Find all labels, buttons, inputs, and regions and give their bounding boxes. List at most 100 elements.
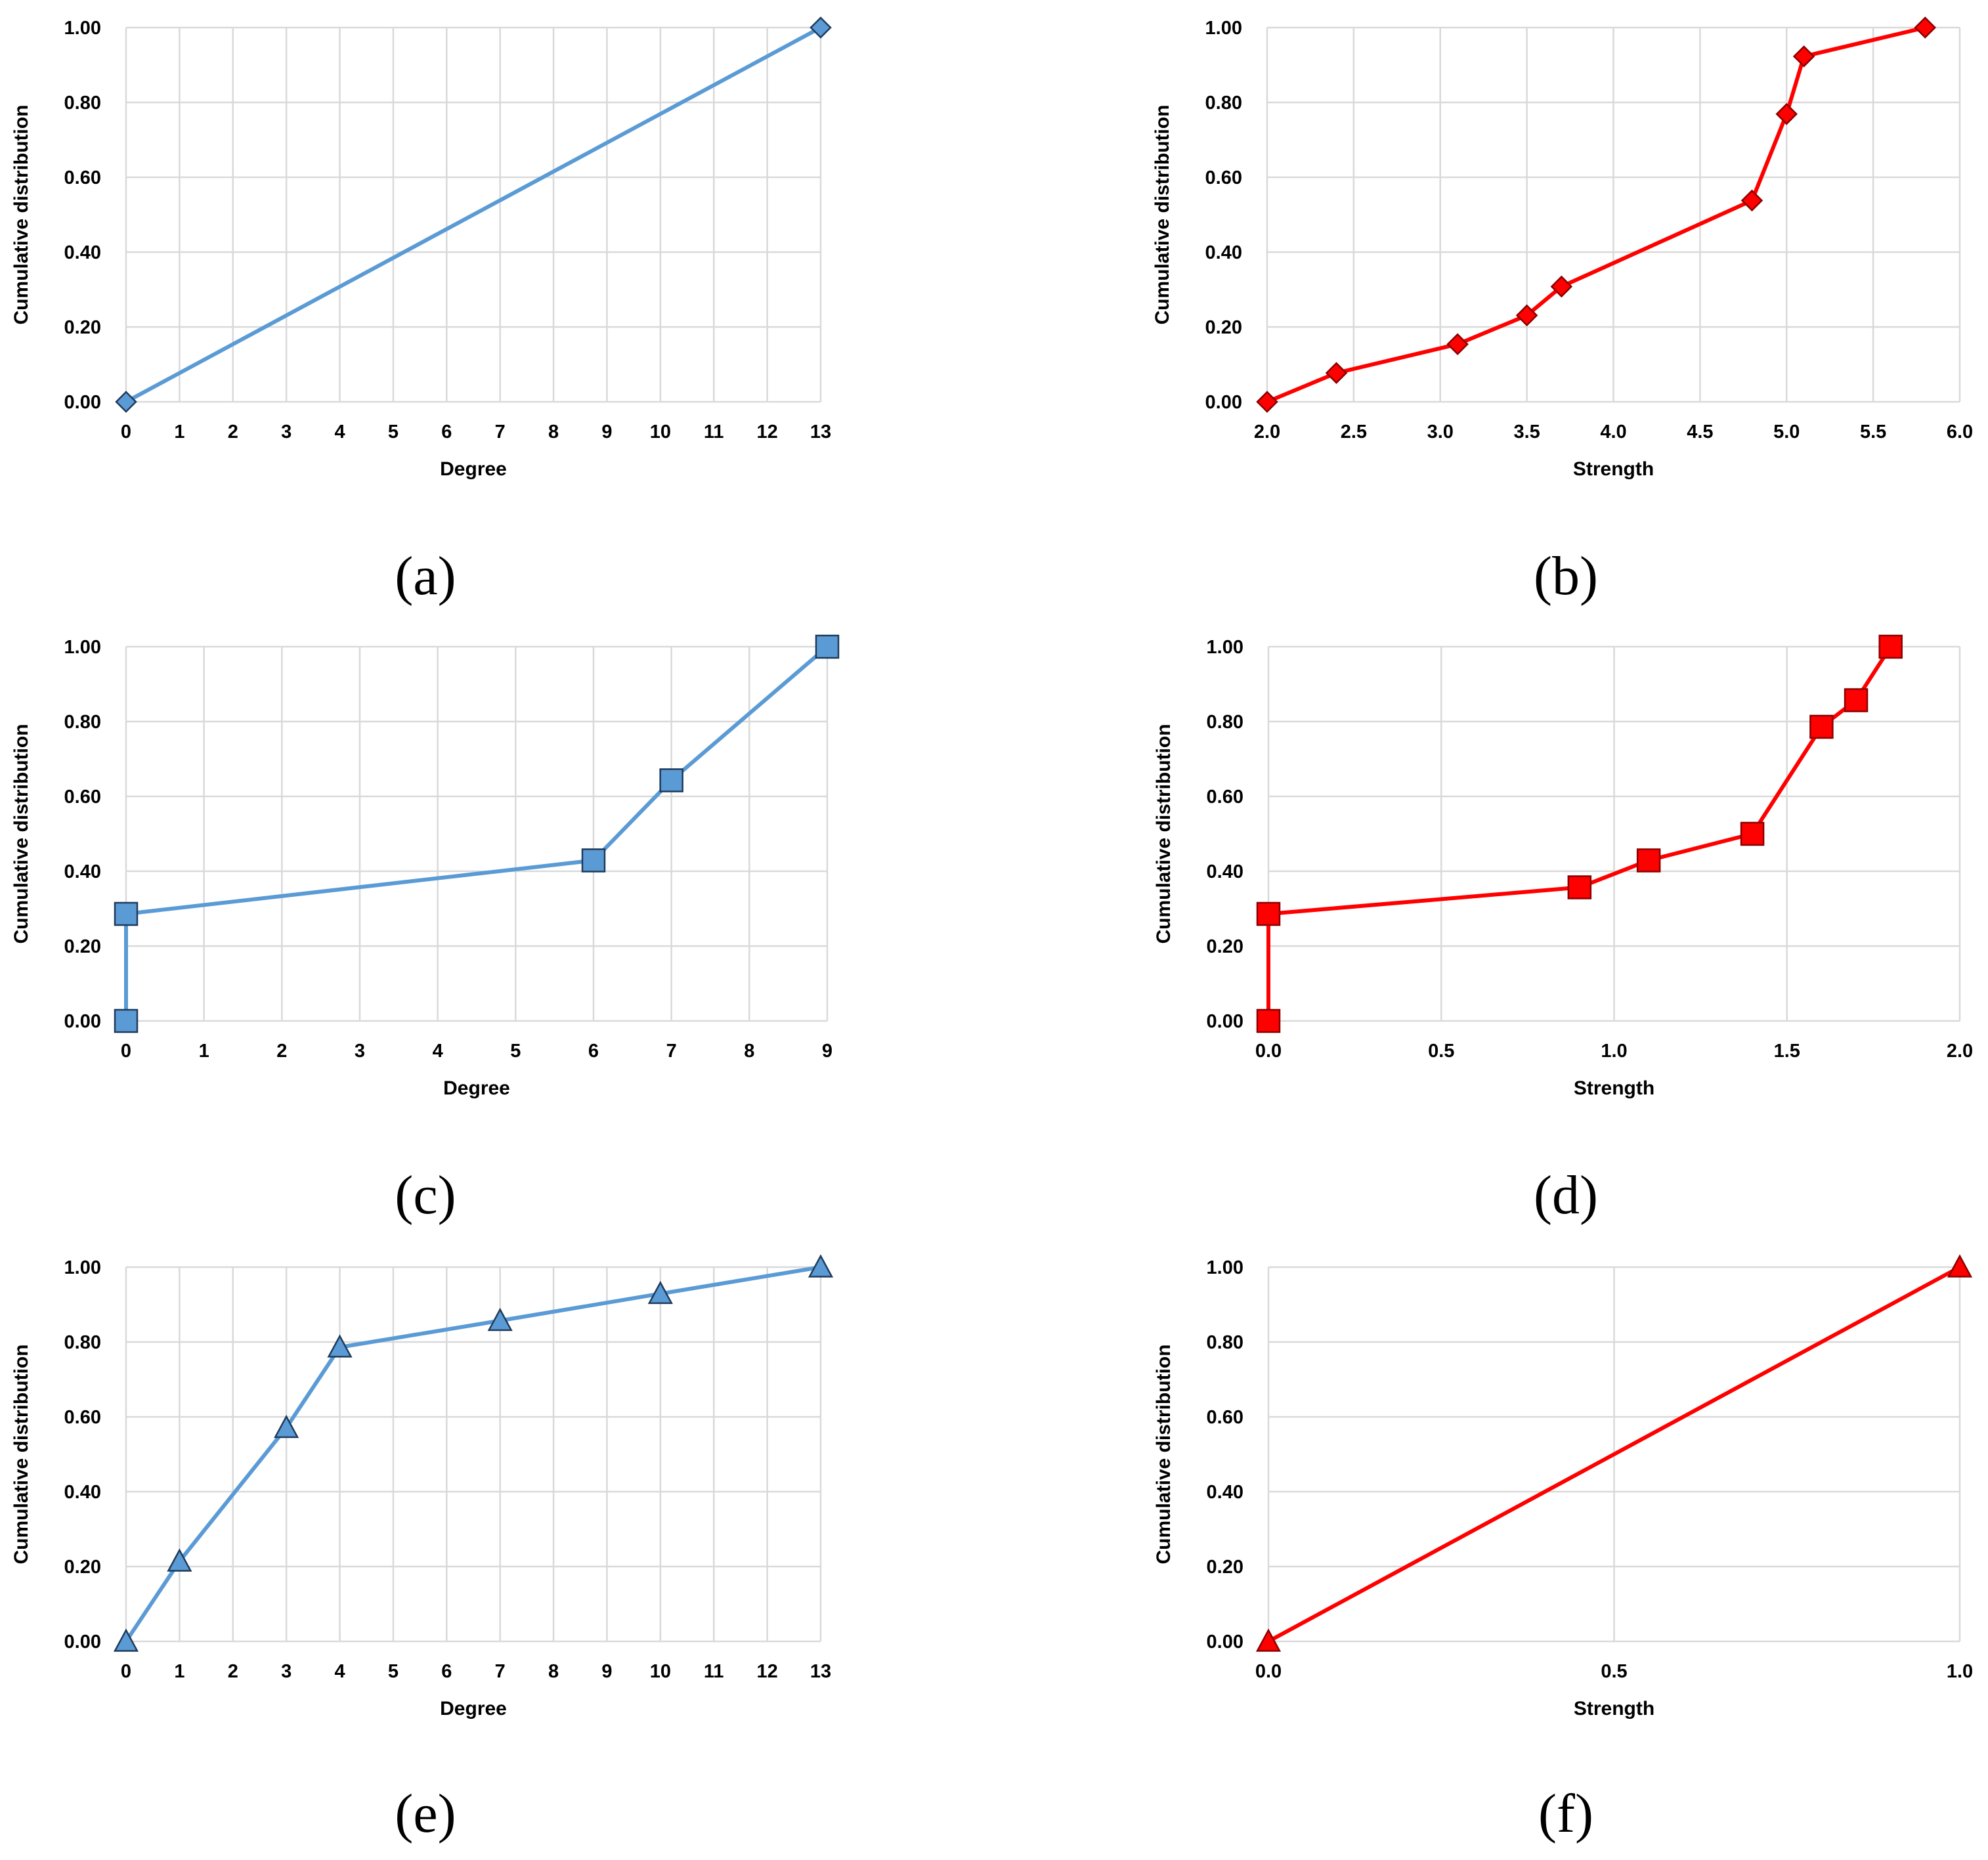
y-axis-title: Cumulative distribution <box>11 724 32 943</box>
data-point-triangle <box>327 1334 353 1358</box>
x-axis-title: Strength <box>1573 458 1654 480</box>
y-tick-label: 0.80 <box>64 93 101 114</box>
data-point-square <box>114 901 139 926</box>
data-point-diamond <box>1792 45 1815 68</box>
y-tick-label: 0.40 <box>64 1482 101 1503</box>
y-tick-label: 0.80 <box>1205 93 1242 114</box>
y-tick-label: 1.00 <box>1205 18 1242 39</box>
y-tick-label: 1.00 <box>64 18 101 39</box>
x-tick-label: 1 <box>174 1661 184 1682</box>
x-tick-label: 0.0 <box>1255 1041 1282 1062</box>
x-tick-label: 6 <box>588 1041 599 1062</box>
y-tick-label: 1.00 <box>64 637 101 658</box>
data-point-square <box>1636 848 1661 873</box>
y-tick-label: 0.60 <box>1207 787 1243 808</box>
data-point-triangle <box>1947 1254 1973 1278</box>
panel-label: (e) <box>395 1783 456 1844</box>
y-tick-label: 0.40 <box>64 861 101 882</box>
x-tick-label: 2 <box>228 1661 238 1682</box>
series-line <box>1266 1265 1962 1643</box>
y-tick-label: 0.60 <box>64 787 101 808</box>
y-tick-label: 0.00 <box>64 392 101 413</box>
chart-panel-1: 0.000.200.400.600.801.000 1 2 3 4 5 6 7 8 9 10 11 12… <box>11 16 832 607</box>
chart-panel-5: 0.000.200.400.600.801.000 1 2 3 4 5 6 7 8 9 10 11 12… <box>11 1254 834 1844</box>
data-point-triangle <box>1255 1628 1282 1652</box>
y-tick-label: 0.20 <box>1205 317 1242 338</box>
x-tick-label: 7 <box>495 1661 506 1682</box>
y-tick-label: 0.40 <box>1207 1482 1243 1503</box>
x-tick-label: 0.5 <box>1601 1661 1627 1682</box>
y-axis-title: Cumulative distribution <box>11 104 32 324</box>
x-axis-title: Degree <box>440 458 507 480</box>
y-tick-label: 1.00 <box>64 1257 101 1278</box>
x-tick-label: 0 <box>121 1661 131 1682</box>
y-tick-label: 0.40 <box>64 242 101 263</box>
data-point-triangle <box>647 1280 673 1305</box>
chart-panel-3: 0.00 0.20 0.40 0.60 0.80 1.00 0 1 2 3 4 5 6 7 8 9 Degree… <box>11 634 840 1226</box>
x-tick-label: 5.0 <box>1773 422 1800 443</box>
y-tick-label: 0.80 <box>64 1332 101 1353</box>
x-tick-label: 4 <box>334 1661 345 1682</box>
y-tick-label: 0.60 <box>1205 167 1242 188</box>
x-tick-label: 0 <box>121 1041 131 1062</box>
x-tick-label: 11 <box>704 422 724 443</box>
y-tick-label: 0.00 <box>1205 392 1242 413</box>
x-axis-title: Degree <box>440 1698 507 1719</box>
y-tick-label: 0.20 <box>1207 936 1243 957</box>
data-point-diamond <box>1550 275 1573 298</box>
y-tick-label: 0.60 <box>64 167 101 188</box>
y-tick-label: 0.20 <box>64 936 101 957</box>
x-axis-title: Degree <box>443 1077 510 1099</box>
y-tick-label: 0.00 <box>64 1632 101 1653</box>
x-tick-label: 6 <box>441 1661 452 1682</box>
x-tick-label: 1 <box>199 1041 209 1062</box>
y-tick-label: 0.60 <box>1207 1407 1243 1428</box>
data-point-diamond <box>1256 391 1278 413</box>
data-point-triangle <box>113 1628 139 1652</box>
data-point-square <box>1256 901 1281 926</box>
y-tick-label: 0.00 <box>64 1011 101 1032</box>
x-tick-label: 4 <box>334 422 345 443</box>
data-point-square <box>1256 1008 1281 1033</box>
data-point-triangle <box>274 1414 299 1438</box>
data-point-square <box>1567 875 1592 899</box>
x-tick-label: 7 <box>666 1041 677 1062</box>
x-tick-label: 13 <box>810 1661 831 1682</box>
panel-label: (a) <box>395 546 456 607</box>
x-tick-label: 4 <box>433 1041 443 1062</box>
x-tick-label: 10 <box>650 422 671 443</box>
x-tick-label: 1 <box>174 422 184 443</box>
x-tick-label: 13 <box>810 422 831 443</box>
y-axis-title: Cumulative distribution <box>1152 104 1173 324</box>
x-tick-label: 2.5 <box>1341 422 1367 443</box>
panel-label: (f) <box>1538 1783 1593 1844</box>
chart-panel-6: 0.00 0.20 0.40 0.60 0.80 1.00 0.0 0.5 1.0 Strengt… <box>1153 1254 1973 1844</box>
data-point-triangle <box>167 1548 192 1572</box>
data-point-square <box>581 848 606 873</box>
panel-label: (c) <box>395 1165 456 1226</box>
y-tick-label: 0.20 <box>64 317 101 338</box>
x-tick-label: 3.5 <box>1513 422 1540 443</box>
data-point-square <box>815 634 840 659</box>
y-tick-label: 0.20 <box>1207 1557 1243 1578</box>
x-tick-label: 5 <box>388 1661 399 1682</box>
y-tick-label: 0.60 <box>64 1407 101 1428</box>
x-tick-label: 5 <box>510 1041 521 1062</box>
series-line <box>1265 26 1928 404</box>
x-tick-label: 0 <box>121 422 131 443</box>
x-axis-title: Strength <box>1574 1698 1654 1719</box>
x-tick-label: 4.5 <box>1687 422 1713 443</box>
x-tick-label: 3 <box>281 1661 292 1682</box>
data-point-diamond <box>115 391 137 413</box>
x-tick-label: 0.5 <box>1428 1041 1454 1062</box>
data-point-square <box>1740 821 1765 846</box>
data-point-diamond <box>1515 304 1538 327</box>
y-axis-title: Cumulative distribution <box>1153 1344 1175 1564</box>
data-point-diamond <box>1740 189 1763 212</box>
y-tick-label: 0.80 <box>1207 1332 1243 1353</box>
x-tick-label: 8 <box>548 422 559 443</box>
data-point-diamond <box>1775 102 1798 125</box>
data-point-diamond <box>1914 16 1937 39</box>
panel-label: (b) <box>1534 546 1598 607</box>
x-tick-label: 3 <box>281 422 292 443</box>
